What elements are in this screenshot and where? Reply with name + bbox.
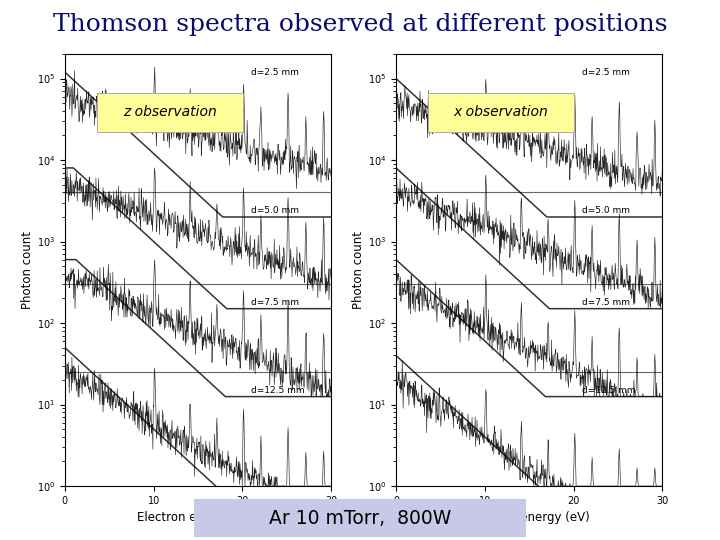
Text: d=7.5 mm: d=7.5 mm [251, 298, 300, 307]
Text: Ar 10 mTorr,  800W: Ar 10 mTorr, 800W [269, 509, 451, 528]
Text: d=2.5 mm: d=2.5 mm [582, 68, 630, 77]
Text: x observation: x observation [454, 105, 549, 119]
Text: Thomson spectra observed at different positions: Thomson spectra observed at different po… [53, 14, 667, 37]
Text: z observation: z observation [123, 105, 217, 119]
Text: d=2.5 mm: d=2.5 mm [251, 68, 299, 77]
Text: d=7.5 mm: d=7.5 mm [582, 298, 631, 307]
Text: d=5.0 mm: d=5.0 mm [582, 206, 631, 215]
Y-axis label: Photon count: Photon count [352, 231, 365, 309]
Text: d=5.0 mm: d=5.0 mm [251, 206, 300, 215]
Text: d=12.5 mm: d=12.5 mm [251, 386, 305, 395]
Text: d=12.5 mm: d=12.5 mm [582, 386, 636, 395]
X-axis label: Electron energy (eV): Electron energy (eV) [468, 511, 590, 524]
X-axis label: Electron energy (eV): Electron energy (eV) [137, 511, 259, 524]
Y-axis label: Photon count: Photon count [21, 231, 34, 309]
